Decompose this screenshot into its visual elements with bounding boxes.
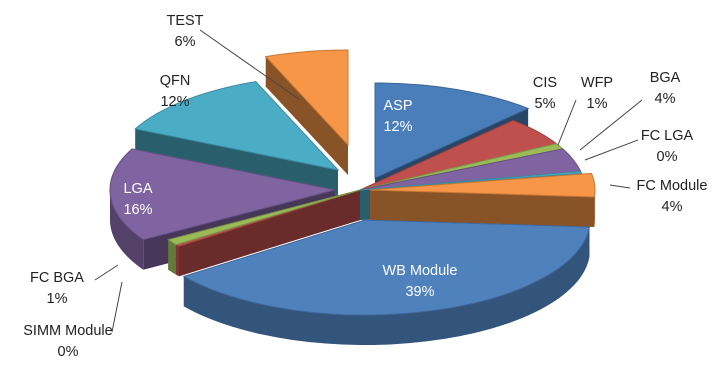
slice-label-name: TEST	[166, 13, 203, 29]
slice-label-fc-bga: FC BGA 1%	[30, 270, 84, 307]
slice-fc-module	[369, 172, 596, 198]
slice-wall-fc-module	[594, 190, 595, 227]
slice-wall-fc-bga	[168, 239, 176, 275]
slice-wall-wb-module	[183, 226, 590, 345]
slice-label-fc-module: FC Module 4%	[637, 178, 708, 215]
slice-wall-lga	[110, 190, 144, 270]
slice-label-name: BGA	[650, 70, 681, 86]
leader-line-wfp	[557, 99, 577, 146]
slice-label-value: 39%	[405, 284, 434, 300]
slice-label-fc-lga: FC LGA 0%	[641, 128, 694, 165]
slice-label-name: CIS	[533, 75, 557, 91]
slice-qfn	[134, 81, 340, 171]
leader-line-test	[199, 29, 301, 101]
leader-line-simm-module	[111, 281, 123, 333]
slice-label-name: WFP	[581, 75, 613, 91]
slice-labels: ASP 12% CIS 5% WFP 1% BGA 4% FC LGA 0% FC Module 4%…	[23, 13, 707, 360]
slice-label-wfp: WFP 1%	[581, 75, 613, 112]
slice-label-value: 1%	[587, 96, 608, 112]
slice-label-value: 0%	[657, 149, 678, 165]
slice-lga	[109, 148, 336, 241]
slice-fc-bga	[167, 189, 361, 246]
leader-line-fc-module	[609, 184, 631, 189]
slice-label-value: 4%	[655, 91, 676, 107]
slice-asp	[374, 82, 530, 179]
slice-label-bga: BGA 4%	[650, 70, 681, 107]
slice-tops	[109, 49, 596, 316]
slice-label-value: 6%	[175, 34, 196, 50]
slice-side-test	[265, 56, 348, 175]
slice-label-value: 16%	[123, 202, 152, 218]
slice-label-simm-module: SIMM Module 0%	[23, 323, 112, 360]
slice-label-name: FC Module	[637, 178, 708, 194]
slice-label-value: 5%	[535, 96, 556, 112]
slice-wb-module	[182, 219, 590, 316]
slice-label-value: 4%	[662, 199, 683, 215]
slice-label-name: LGA	[123, 181, 152, 197]
slice-label-value: 1%	[47, 291, 68, 307]
slice-label-qfn: QFN 12%	[160, 73, 191, 110]
slice-label-value: 12%	[160, 94, 189, 110]
slice-label-value: 12%	[383, 119, 412, 135]
slice-label-name: SIMM Module	[23, 323, 112, 339]
slice-label-name: WB Module	[383, 263, 458, 279]
leader-lines	[94, 29, 643, 333]
slice-wall-simm-module	[175, 244, 179, 277]
slice-label-name: FC LGA	[641, 128, 694, 144]
slice-label-name: FC BGA	[30, 270, 84, 286]
leader-line-fc-bga	[94, 264, 119, 281]
slice-side-fc-module	[370, 190, 595, 227]
slice-label-name: ASP	[383, 98, 412, 114]
slice-label-wb-module: WB Module 39%	[383, 263, 458, 300]
slice-label-lga: LGA 16%	[123, 181, 152, 218]
slice-label-test: TEST 6%	[166, 13, 203, 50]
leader-line-bga	[579, 99, 643, 151]
slice-label-name: QFN	[160, 73, 191, 89]
slice-side-simm-module	[175, 190, 360, 275]
slice-test	[264, 49, 349, 147]
leader-line-fc-lga	[584, 139, 639, 161]
slice-label-cis: CIS 5%	[533, 75, 557, 112]
slice-fc-lga	[359, 170, 583, 191]
slice-label-value: 0%	[58, 344, 79, 360]
slice-label-asp: ASP 12%	[383, 98, 412, 135]
